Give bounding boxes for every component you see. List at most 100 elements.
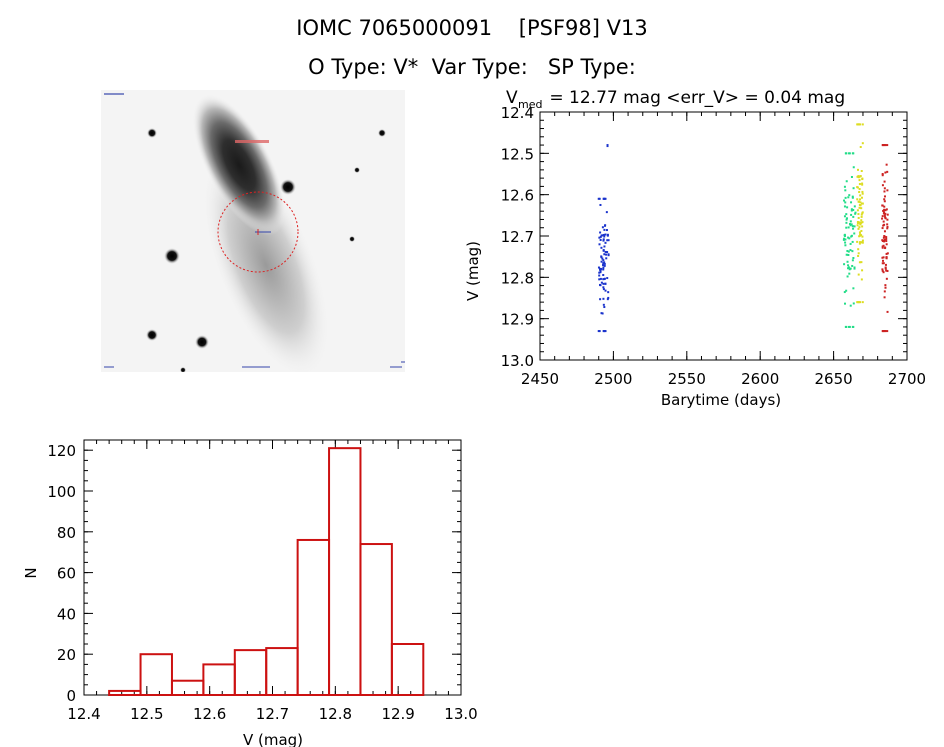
lc-point [854, 212, 857, 215]
lc-point [848, 194, 851, 197]
lc-point [602, 262, 605, 265]
lc-point [886, 218, 889, 221]
hist-x-tick-label: 12.7 [256, 705, 289, 723]
lc-point [861, 211, 864, 214]
lc-point [881, 215, 884, 218]
lc-point [850, 208, 853, 211]
lc-point [605, 253, 608, 256]
lc-point [843, 291, 846, 294]
lc-point [844, 302, 847, 305]
lc-point [598, 274, 601, 277]
lc-point [605, 229, 608, 232]
lc-point [884, 212, 887, 215]
lc-point [861, 235, 864, 238]
lc-point [883, 205, 886, 208]
lc-point [606, 298, 609, 301]
lc-point [881, 172, 884, 175]
lc-point [605, 257, 608, 260]
lc-point [599, 238, 602, 241]
lc-point [884, 209, 887, 212]
lc-point [857, 200, 860, 203]
lc-point [881, 259, 884, 262]
lc-point [856, 240, 859, 243]
lc-point [604, 233, 607, 236]
sky-image [101, 90, 405, 372]
lc-point [607, 254, 610, 257]
lc-point [882, 209, 885, 212]
lc-point [853, 225, 856, 228]
lc-point [848, 222, 851, 225]
lc-point [845, 253, 848, 256]
lc-point [881, 269, 884, 272]
lc-point [861, 190, 864, 193]
lc-point [600, 234, 603, 237]
hist-bar [328, 447, 362, 696]
lc-point [843, 237, 846, 240]
lc-point [847, 226, 850, 229]
lc-y-tick-label: 12.6 [501, 187, 534, 205]
field-star [180, 367, 186, 372]
lc-point [861, 221, 864, 224]
lc-point [602, 303, 605, 306]
lc-point [856, 209, 859, 212]
hist-bar [233, 649, 268, 696]
aperture-circle [217, 191, 299, 273]
hist-x-tick-label: 12.6 [193, 705, 226, 723]
lc-point [858, 231, 861, 234]
lc-point [856, 198, 859, 201]
hist-x-tick-label: 12.8 [319, 705, 352, 723]
lc-point [884, 267, 887, 270]
lc-point [603, 228, 606, 231]
lc-point [859, 123, 862, 126]
field-star [195, 335, 209, 349]
lc-point [847, 264, 850, 267]
hist-bar [390, 643, 425, 696]
lc-point [886, 269, 889, 272]
lc-point [606, 144, 609, 148]
lc-point [602, 249, 605, 252]
lc-y-tick-label: 12.5 [501, 145, 534, 163]
field-star [164, 248, 180, 264]
lc-xlabel: Barytime (days) [661, 391, 781, 409]
lc-point [860, 207, 863, 210]
field-star [280, 179, 296, 195]
lc-point [602, 288, 605, 291]
lc-point [885, 277, 888, 280]
star-type-subtitle: O Type: V* Var Type: SP Type: [308, 55, 636, 79]
lc-point [602, 238, 605, 241]
lc-point [883, 211, 886, 214]
lc-point [860, 196, 863, 199]
lc-point [598, 278, 601, 281]
lc-point [852, 227, 855, 230]
lc-point [854, 211, 857, 214]
lc-point [850, 213, 853, 216]
lc-point [601, 226, 604, 229]
lc-point [847, 325, 850, 328]
lc-point [859, 223, 862, 226]
lc-point [882, 236, 885, 239]
lc-point [850, 175, 853, 178]
lc-point [845, 325, 848, 328]
lc-point [881, 268, 884, 271]
lc-point [858, 188, 861, 191]
lc-point [605, 211, 608, 214]
lc-point [883, 190, 886, 193]
lc-point [602, 330, 605, 333]
lc-point [843, 215, 846, 218]
lc-point [885, 243, 888, 246]
lc-point [881, 227, 884, 230]
lc-point [847, 266, 850, 269]
lc-point [857, 216, 860, 219]
lc-point [852, 187, 855, 190]
lc-point [843, 205, 846, 208]
lc-point [853, 266, 856, 269]
lc-point [886, 144, 889, 147]
lc-point [845, 180, 848, 183]
lc-point [882, 256, 885, 259]
lc-point [861, 239, 864, 242]
hist-y-tick-label: 60 [57, 565, 76, 583]
lc-point [884, 284, 887, 287]
lc-point [857, 273, 860, 276]
lc-point [883, 238, 886, 241]
lc-point [859, 301, 862, 304]
